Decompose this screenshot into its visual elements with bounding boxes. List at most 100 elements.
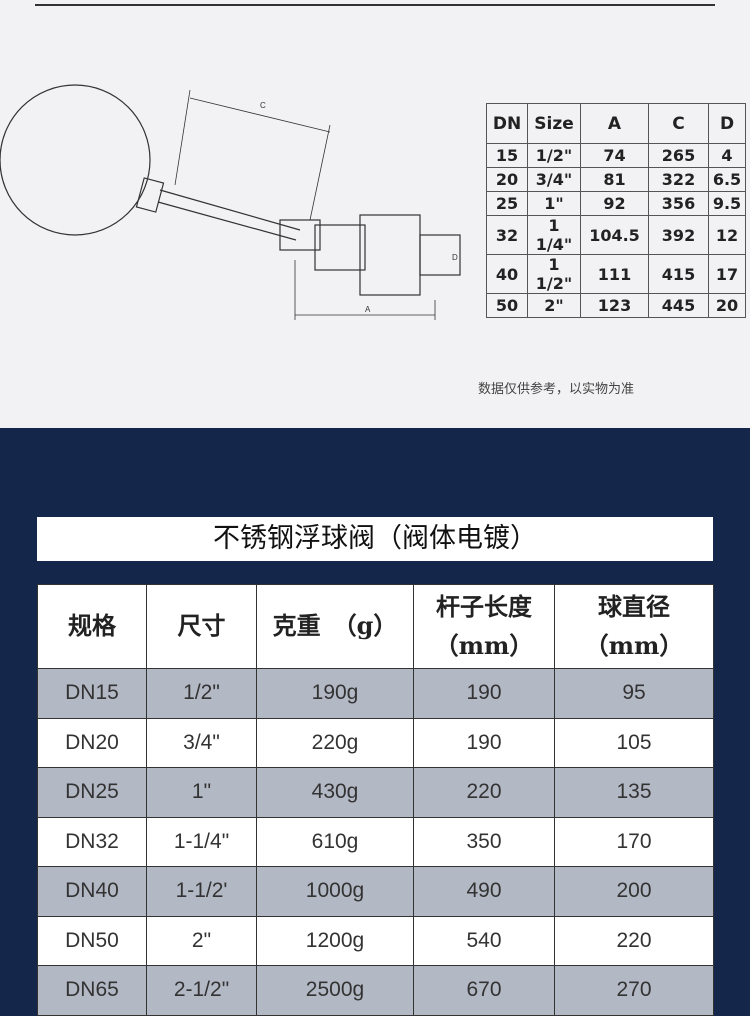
col-header: D (708, 103, 746, 144)
table-row: DN20 3/4" 220g 190 105 (37, 717, 714, 768)
label-c: C (260, 101, 266, 110)
table-cell: 2" (527, 293, 581, 318)
table-cell: 111 (580, 254, 649, 294)
col-header: Size (527, 103, 581, 144)
table-cell: DN32 (37, 816, 147, 867)
table-cell: 190g (256, 668, 414, 719)
table-row: DN25 1" 430g 220 135 (37, 767, 714, 818)
float-ball (0, 84, 151, 236)
table-cell: 105 (554, 717, 714, 768)
valve-thread (419, 234, 461, 276)
table-cell: 2-1/2" (146, 965, 257, 1016)
table-row: 20 3/4" 81 322 6.5 (486, 167, 746, 192)
table-row: 25 1" 92 356 9.5 (486, 191, 746, 216)
table-cell: 220g (256, 717, 414, 768)
table-row: DN32 1-1/4" 610g 350 170 (37, 816, 714, 867)
table-cell: 392 (648, 215, 709, 255)
table-cell: 1-1/2' (146, 866, 257, 917)
lever (279, 219, 321, 251)
table-cell: 135 (554, 767, 714, 818)
col-header: 克重 （g） (256, 584, 414, 669)
table-cell: 415 (648, 254, 709, 294)
table-cell: 1 1/2" (527, 254, 581, 294)
table-cell: 1-1/4" (146, 816, 257, 867)
table-cell: 356 (648, 191, 709, 216)
table-cell: 270 (554, 965, 714, 1016)
table-cell: 170 (554, 816, 714, 867)
table-cell: DN15 (37, 668, 147, 719)
dimension-table: DN Size A C D 15 1/2" 74 265 4 20 3/4" 81 322 6.5 25 1"… (486, 103, 746, 318)
table-cell: 610g (256, 816, 414, 867)
table-cell: 1000g (256, 866, 414, 917)
col-header: 尺寸 (146, 584, 257, 669)
table-cell: 74 (580, 143, 649, 168)
spec-table: 规格 尺寸 克重 （g） 杆子长度 （mm） 球直径 （mm） DN15 1/2"… (37, 584, 714, 1016)
table-cell: 265 (648, 143, 709, 168)
table-cell: 4 (708, 143, 746, 168)
ball-connector (135, 177, 165, 213)
dimension-a (294, 260, 436, 320)
table-row: DN15 1/2" 190g 190 95 (37, 668, 714, 719)
table-row: DN65 2-1/2" 2500g 670 270 (37, 965, 714, 1016)
table-cell: 670 (413, 965, 555, 1016)
table-cell: 92 (580, 191, 649, 216)
product-title: 不锈钢浮球阀（阀体电镀） (37, 517, 713, 561)
valve-nut (359, 214, 421, 296)
table-cell: 1/2" (146, 668, 257, 719)
table-cell: 540 (413, 915, 555, 966)
table-cell: 1" (146, 767, 257, 818)
label-d: D (452, 253, 458, 262)
table-cell: 200 (554, 866, 714, 917)
table-cell: DN65 (37, 965, 147, 1016)
dimension-c (174, 89, 331, 221)
table-cell: 17 (708, 254, 746, 294)
table-cell: 1/2" (527, 143, 581, 168)
drawing-section: C A D DN Size A C D 15 1/2" 74 265 4 20 3/4" 81 322 6… (0, 0, 750, 428)
table-cell: 123 (580, 293, 649, 318)
table-cell: 220 (554, 915, 714, 966)
table-cell: 350 (413, 816, 555, 867)
table-cell: 15 (486, 143, 528, 168)
table-cell: 81 (580, 167, 649, 192)
table-cell: 190 (413, 668, 555, 719)
table-cell: 220 (413, 767, 555, 818)
table-cell: DN20 (37, 717, 147, 768)
table-cell: 32 (486, 215, 528, 255)
col-header: 规格 (37, 584, 147, 669)
table-cell: 1 1/4" (527, 215, 581, 255)
table-row: 50 2" 123 445 20 (486, 293, 746, 318)
table-cell: 322 (648, 167, 709, 192)
table-cell: 25 (486, 191, 528, 216)
table-cell: DN25 (37, 767, 147, 818)
col-header: DN (486, 103, 528, 144)
table-cell: 104.5 (580, 215, 649, 255)
table-cell: 20 (486, 167, 528, 192)
table-row: DN50 2" 1200g 540 220 (37, 915, 714, 966)
table-cell: 1200g (256, 915, 414, 966)
table-cell: 190 (413, 717, 555, 768)
table-cell: 95 (554, 668, 714, 719)
label-a: A (365, 305, 371, 314)
float-valve-drawing: C A D (0, 84, 461, 320)
table-cell: 12 (708, 215, 746, 255)
table-cell: 20 (708, 293, 746, 318)
table-row: 32 1 1/4" 104.5 392 12 (486, 215, 746, 255)
table-cell: 50 (486, 293, 528, 318)
table-cell: 2500g (256, 965, 414, 1016)
col-header: C (648, 103, 709, 144)
disclaimer-note: 数据仅供参考，以实物为准 (478, 381, 635, 396)
table-cell: 3/4" (527, 167, 581, 192)
table-cell: 3/4" (146, 717, 257, 768)
table-cell: 6.5 (708, 167, 746, 192)
table-cell: DN40 (37, 866, 147, 917)
table-cell: 490 (413, 866, 555, 917)
divider (35, 4, 715, 6)
col-header: A (580, 103, 649, 144)
table-row: 40 1 1/2" 111 415 17 (486, 254, 746, 294)
col-header: 球直径 （mm） (554, 584, 714, 669)
table-cell: 2" (146, 915, 257, 966)
table-row: DN40 1-1/2' 1000g 490 200 (37, 866, 714, 917)
col-header: 杆子长度 （mm） (413, 584, 555, 669)
table-cell: 9.5 (708, 191, 746, 216)
valve-body (314, 224, 366, 271)
